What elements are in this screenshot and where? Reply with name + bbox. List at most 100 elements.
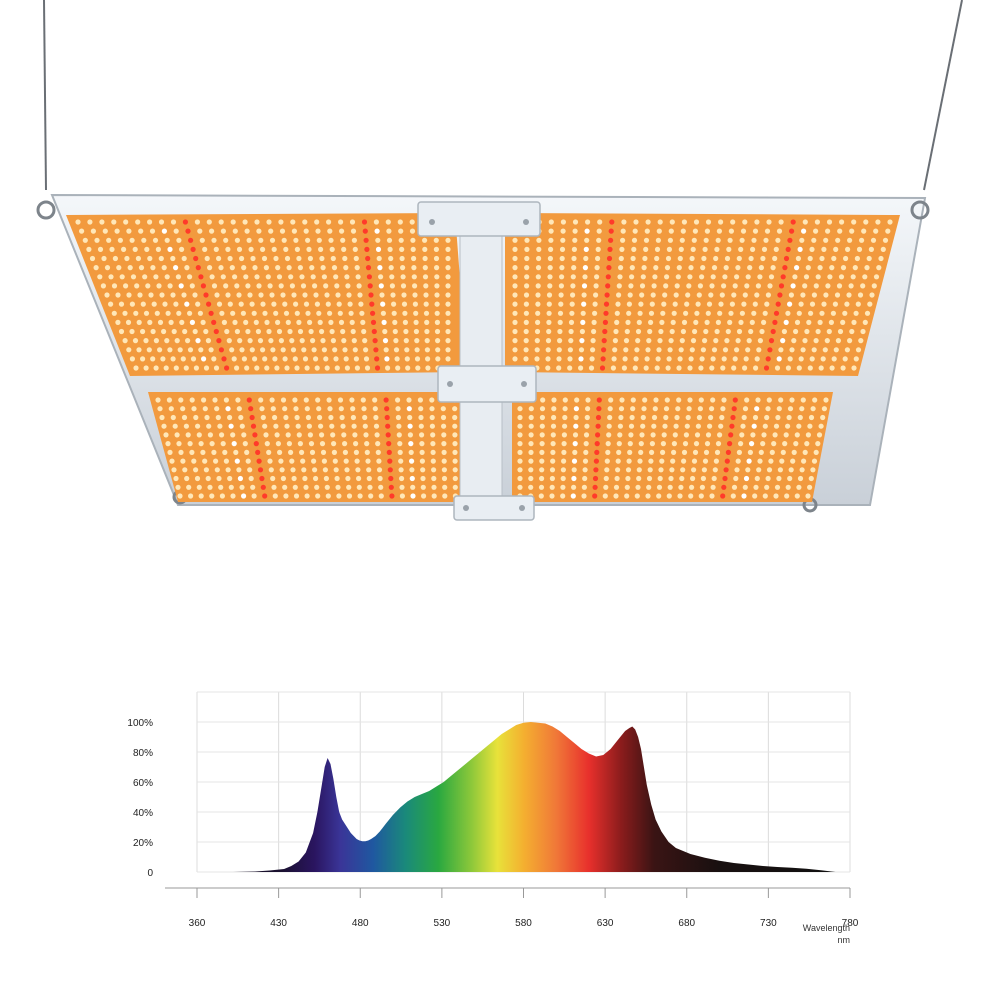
led-diode <box>188 493 194 499</box>
led-diode <box>435 338 441 344</box>
led-diode <box>315 228 321 234</box>
led-diode <box>701 467 708 473</box>
led-diode <box>677 255 683 262</box>
led-diode <box>234 458 240 464</box>
led-diode <box>636 319 642 325</box>
led-diode <box>792 274 798 280</box>
led-diode <box>250 423 257 429</box>
led-diode <box>368 292 374 298</box>
led-diode <box>523 310 530 316</box>
led-diode <box>804 328 810 335</box>
led-diode <box>173 475 179 482</box>
led-diode <box>392 319 398 325</box>
led-diode <box>619 246 625 252</box>
led-diode <box>815 274 821 280</box>
led-diode <box>619 397 625 403</box>
led-diode <box>640 414 646 421</box>
led-diode <box>429 423 435 429</box>
led-diode <box>860 283 866 289</box>
led-diode <box>116 265 122 271</box>
led-diode <box>224 365 230 371</box>
led-diode <box>572 432 579 438</box>
led-diode <box>367 484 373 490</box>
led-diode <box>173 228 179 234</box>
led-diode <box>517 414 523 421</box>
led-diode <box>236 246 243 252</box>
led-diode <box>581 301 587 307</box>
led-diode <box>512 310 518 316</box>
led-diode <box>645 493 651 499</box>
led-diode <box>79 228 85 234</box>
led-diode <box>214 406 220 412</box>
led-diode <box>142 274 148 280</box>
led-diode <box>766 467 773 473</box>
led-diode <box>424 328 430 335</box>
led-diode <box>848 283 854 289</box>
led-diode <box>401 301 408 307</box>
led-diode <box>344 274 350 280</box>
led-diode <box>698 493 704 499</box>
led-diode <box>652 274 658 280</box>
led-diode <box>590 347 596 353</box>
led-diode <box>302 292 308 298</box>
led-diode <box>272 414 278 421</box>
led-diode <box>332 458 338 464</box>
led-diode <box>571 475 577 482</box>
led-diode <box>549 484 555 490</box>
led-diode <box>844 347 851 353</box>
led-diode <box>262 356 268 362</box>
led-diode <box>433 255 440 262</box>
led-diode <box>569 301 575 307</box>
led-diode <box>787 356 793 362</box>
led-diode <box>370 319 377 325</box>
led-diode <box>401 292 407 298</box>
led-diode <box>318 246 324 252</box>
led-diode <box>184 475 190 482</box>
led-diode <box>723 265 729 271</box>
led-diode <box>681 219 688 225</box>
led-diode <box>181 414 188 421</box>
led-diode <box>445 283 451 289</box>
led-diode <box>364 441 370 447</box>
led-diode <box>561 432 568 438</box>
led-diode <box>700 265 706 271</box>
led-diode <box>152 237 159 243</box>
led-diode <box>721 356 727 362</box>
led-diode <box>407 423 413 429</box>
led-diode <box>512 338 518 344</box>
led-diode <box>571 458 578 464</box>
led-diode <box>775 237 781 243</box>
led-diode <box>193 365 199 371</box>
led-diode <box>592 310 598 316</box>
led-diode <box>726 246 732 252</box>
led-diode <box>772 432 778 438</box>
led-diode <box>173 265 179 271</box>
led-diode <box>329 423 335 429</box>
led-diode <box>238 414 244 421</box>
led-diode <box>195 301 201 307</box>
led-diode <box>351 423 357 429</box>
led-diode <box>840 265 847 271</box>
led-diode <box>799 237 805 243</box>
led-diode <box>282 356 288 362</box>
led-diode <box>340 423 346 429</box>
led-diode <box>669 219 675 225</box>
led-diode <box>440 406 446 412</box>
led-diode <box>273 310 279 316</box>
led-diode <box>303 301 310 307</box>
led-diode <box>133 310 139 316</box>
led-diode <box>266 449 272 455</box>
led-diode <box>715 319 722 325</box>
led-diode <box>148 292 154 298</box>
x-axis-ticks: 360 430 480 530 580 630 680 730 780 <box>189 888 859 929</box>
led-diode <box>445 274 451 280</box>
led-diode <box>572 237 578 243</box>
led-diode <box>230 310 236 316</box>
led-diode <box>646 338 652 344</box>
led-diode <box>203 328 209 335</box>
led-diode <box>133 365 139 371</box>
led-diode <box>665 255 672 262</box>
led-diode <box>350 406 356 412</box>
led-diode <box>868 246 875 252</box>
led-diode <box>730 414 736 421</box>
